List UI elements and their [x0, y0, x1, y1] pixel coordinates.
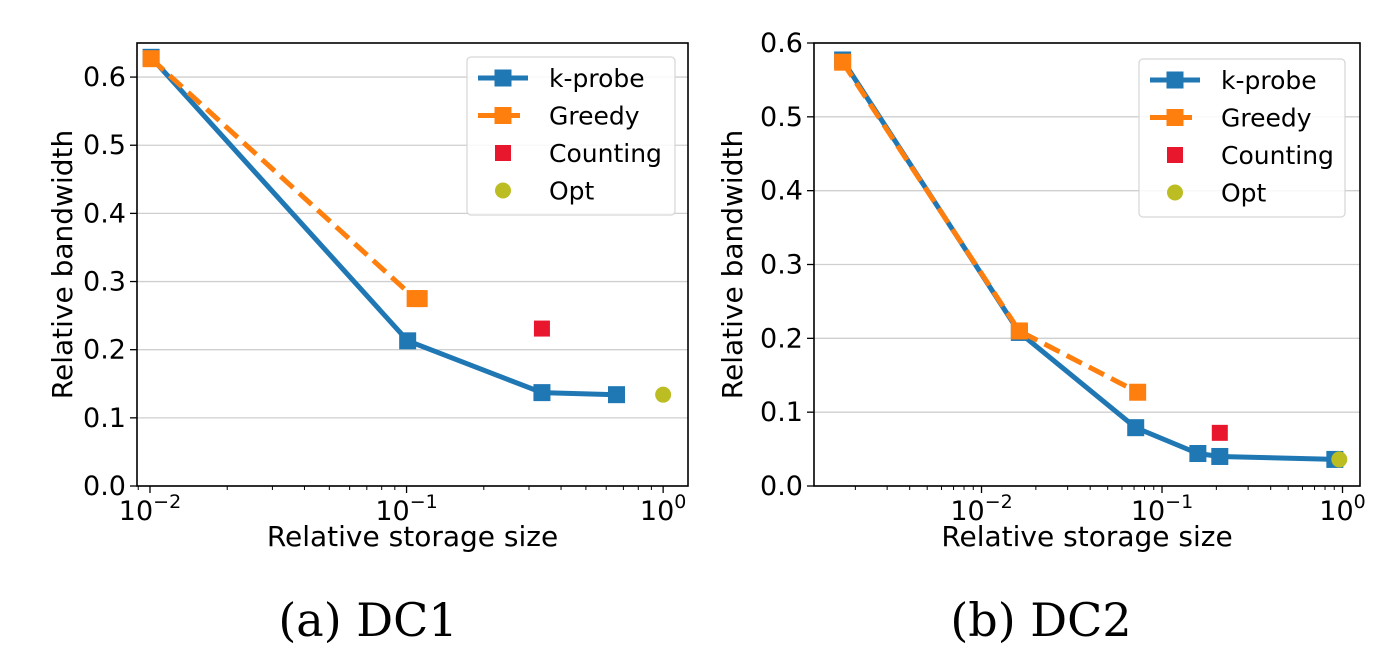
series-line: [840, 58, 1335, 462]
data-point: [607, 386, 625, 404]
legend-box: [1138, 58, 1346, 218]
x-axis-label: Relative storage size: [941, 520, 1232, 553]
chart-dc2: 0.0 0.1 0.2 0.3 0.4 0.5 0.6 10−2 10−1 100 Relative…: [716, 28, 1366, 553]
x-tick-label: 10−2: [950, 491, 1012, 527]
legend-label: Opt: [549, 177, 595, 206]
series-counting: [533, 320, 550, 337]
y-tick-label: 0.3: [83, 267, 126, 298]
legend-marker: [1166, 71, 1184, 89]
y-axis-label: Relative bandwidth: [716, 130, 749, 399]
chart-dc1: 0.0 0.1 0.2 0.3 0.4 0.5 0.6 10−2 10−1 100 Relative…: [46, 42, 689, 553]
legend-label: Greedy: [1221, 104, 1312, 133]
legend-box: [466, 56, 676, 216]
y-tick-label: 0.4: [760, 176, 803, 207]
legend: k-probe Greedy Counting Opt: [466, 56, 676, 216]
series-counting: [1211, 424, 1228, 441]
legend-label: k-probe: [1221, 66, 1317, 95]
x-axis-label: Relative storage size: [267, 520, 558, 553]
y-tick-label: 0.4: [83, 198, 126, 229]
series-greedy: [142, 50, 428, 308]
y-tick-label: 0.5: [760, 102, 803, 133]
x-tick-label: 100: [1319, 491, 1365, 527]
data-point: [142, 50, 160, 68]
y-tick-label: 0.2: [760, 323, 803, 354]
data-point: [1129, 383, 1147, 401]
caption-dc2: (b) DC2: [950, 593, 1131, 647]
y-tick-label: 0.3: [760, 250, 803, 281]
series-opt: [655, 386, 672, 403]
y-axis-label: Relative bandwidth: [46, 130, 79, 399]
y-tick-label: 0.5: [83, 130, 126, 161]
series-greedy: [834, 53, 1147, 401]
data-point: [399, 332, 417, 350]
plot-frame: [136, 42, 689, 487]
y-tick-label: 0.1: [83, 403, 126, 434]
data-point: [1127, 419, 1145, 437]
x-tick-label: 100: [640, 491, 686, 527]
series-opt: [1331, 451, 1348, 468]
series-line: [840, 60, 1139, 395]
y-tick-label: 0.1: [760, 397, 803, 428]
legend-marker: [494, 107, 512, 124]
y-tick-label: 0.2: [83, 335, 126, 366]
data-point: [410, 290, 428, 308]
x-tick-label: 10−1: [1131, 491, 1193, 527]
series-line: [149, 56, 420, 302]
data-point: [1211, 424, 1228, 441]
data-point: [533, 384, 551, 402]
legend-label: Counting: [1221, 141, 1334, 170]
data-point: [834, 53, 852, 71]
legend-marker: [1166, 109, 1184, 126]
legend-marker: [495, 145, 511, 161]
legend-label: k-probe: [549, 64, 645, 93]
legend-marker: [1167, 147, 1183, 163]
legend: k-probe Greedy Counting Opt: [1138, 58, 1346, 218]
legend-marker: [494, 69, 512, 87]
legend-label: Counting: [549, 139, 662, 168]
y-tick-label: 0.6: [760, 28, 803, 59]
legend-marker: [1167, 184, 1183, 201]
y-tick-label: 0.0: [760, 471, 803, 502]
data-point: [1010, 322, 1028, 340]
legend-label: Greedy: [549, 102, 640, 131]
data-point: [1331, 451, 1348, 468]
x-tick-label: 10−2: [119, 491, 181, 527]
legend-label: Opt: [1221, 179, 1267, 208]
caption-dc1: (a) DC1: [278, 593, 457, 647]
plot-frame: [813, 42, 1361, 487]
data-point: [655, 386, 672, 403]
data-point: [533, 320, 550, 337]
y-tick-label: 0.0: [83, 471, 126, 502]
x-tick-label: 10−1: [375, 491, 437, 527]
y-tick-label: 0.6: [83, 62, 126, 93]
legend-marker: [495, 182, 511, 199]
series-line: [149, 55, 617, 398]
series-k-probe: [142, 48, 625, 404]
data-point: [1189, 445, 1207, 463]
data-point: [1211, 447, 1229, 465]
